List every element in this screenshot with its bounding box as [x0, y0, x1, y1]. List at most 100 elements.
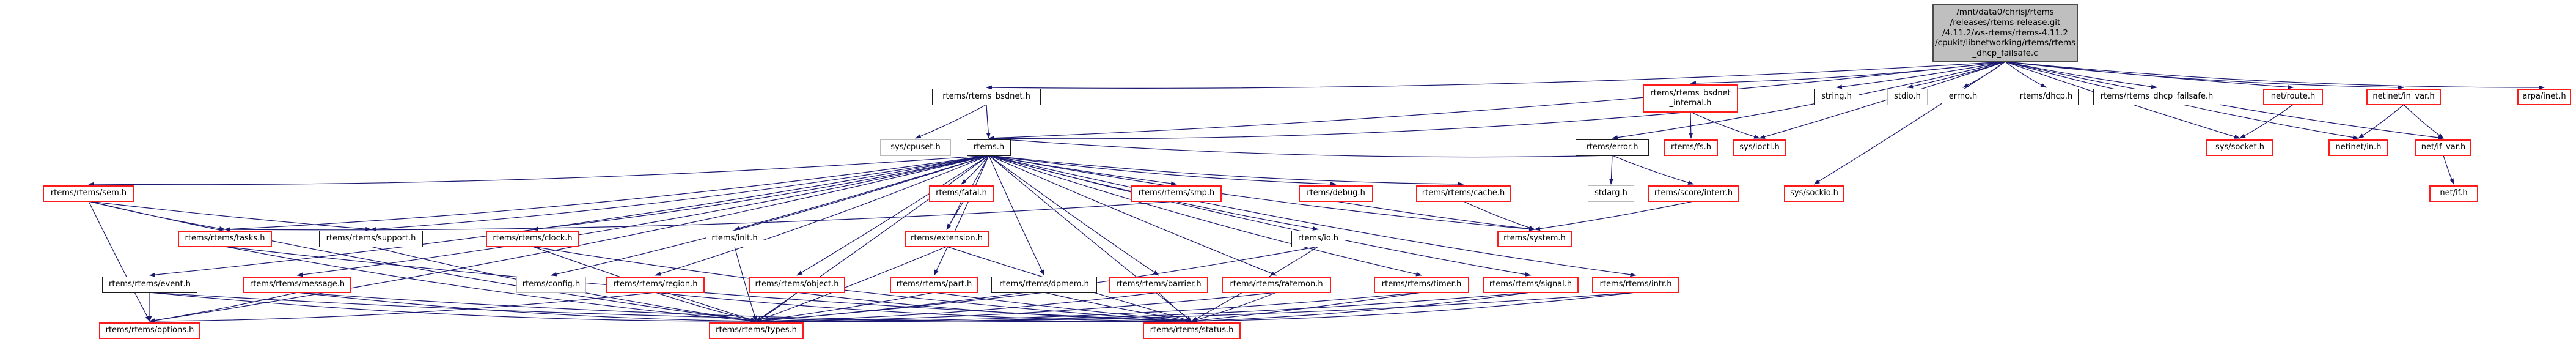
include-edge-clock-status: [532, 246, 1192, 323]
graph-node-fatal[interactable]: rtems/fatal.h: [929, 185, 994, 202]
include-edge-sem-types: [88, 201, 757, 323]
graph-node-support[interactable]: rtems/rtems/support.h: [319, 231, 423, 247]
graph-node-system[interactable]: rtems/system.h: [1497, 231, 1572, 247]
include-edge-main-rtems_h: [988, 61, 2006, 141]
graph-node-message[interactable]: rtems/rtems/message.h: [243, 277, 351, 293]
include-edge-error-interr: [1612, 155, 1694, 185]
graph-node-cpuset: sys/cpuset.h: [880, 139, 951, 156]
graph-node-inet[interactable]: arpa/inet.h: [2517, 89, 2571, 105]
include-edge-main-error: [1612, 61, 2006, 140]
graph-node-ratemon[interactable]: rtems/rtems/ratemon.h: [1222, 277, 1331, 293]
graph-node-in_var[interactable]: netinet/in_var.h: [2366, 89, 2441, 105]
graph-node-failsafe[interactable]: rtems/rtems_dhcp_failsafe.h: [2093, 89, 2220, 105]
graph-node-tasks[interactable]: rtems/rtems/tasks.h: [178, 231, 272, 247]
graph-node-types[interactable]: rtems/rtems/types.h: [709, 322, 804, 339]
graph-node-object[interactable]: rtems/rtems/object.h: [749, 277, 845, 293]
include-edge-region-status: [655, 292, 1192, 324]
include-edge-init-types: [734, 246, 757, 322]
graph-node-signal[interactable]: rtems/rtems/signal.h: [1483, 277, 1579, 293]
include-edge-if_var-if_h: [2443, 155, 2454, 185]
graph-node-socket[interactable]: sys/socket.h: [2206, 139, 2273, 156]
graph-node-dhcp[interactable]: rtems/dhcp.h: [2014, 89, 2079, 105]
graph-node-smp[interactable]: rtems/rtems/smp.h: [1131, 185, 1222, 202]
include-edge-internal-rtems_h: [988, 111, 1691, 141]
include-edge-bsdnet-rtems_h: [986, 104, 991, 139]
include-edge-part-types: [755, 292, 934, 323]
graph-node-in_h[interactable]: netinet/in.h: [2328, 139, 2388, 156]
include-edge-main-sockio: [1813, 61, 2006, 185]
include-edge-main-failsafe: [2005, 61, 2157, 89]
graph-node-bsdnet[interactable]: rtems/rtems_bsdnet.h: [932, 89, 1041, 105]
graph-node-debug[interactable]: rtems/debug.h: [1299, 185, 1373, 202]
include-edge-in_var-if_var: [2403, 104, 2444, 139]
graph-node-barrier[interactable]: rtems/rtems/barrier.h: [1109, 277, 1208, 293]
include-edge-ratemon-status: [1191, 292, 1277, 322]
graph-node-clock[interactable]: rtems/rtems/clock.h: [486, 231, 579, 247]
include-edge-rtems_h-options: [149, 155, 989, 323]
include-edge-rtems_h-tasks: [224, 155, 989, 232]
graph-node-part[interactable]: rtems/rtems/part.h: [890, 277, 978, 293]
include-edge-tasks-status: [224, 246, 1192, 324]
include-edge-region-options: [149, 292, 656, 324]
include-edge-main-dhcp: [2005, 61, 2047, 88]
include-edge-sem-tasks: [88, 201, 226, 231]
include-edge-extension-types: [755, 246, 947, 322]
graph-node-dpmem[interactable]: rtems/rtems/dpmem.h: [991, 277, 1097, 293]
include-edge-region-types: [655, 292, 757, 322]
graph-node-extension[interactable]: rtems/extension.h: [905, 231, 989, 247]
include-edge-rtems_h-config: [551, 155, 989, 277]
include-edge-message-status: [297, 292, 1192, 324]
include-edge-rtems_h-part: [933, 155, 989, 276]
graph-node-fs[interactable]: rtems/fs.h: [1664, 139, 1718, 156]
include-edge-sem-options: [88, 201, 150, 322]
graph-node-internal[interactable]: rtems/rtems_bsdnet _internal.h: [1643, 84, 1738, 113]
graph-node-io[interactable]: rtems/io.h: [1291, 231, 1345, 247]
include-edge-interr-system: [1534, 201, 1694, 231]
include-edge-cache-system: [1463, 201, 1535, 230]
graph-node-intr[interactable]: rtems/rtems/intr.h: [1592, 277, 1679, 293]
graph-node-stdio: stdio.h: [1887, 89, 1928, 105]
include-edge-rtems_h-intr: [988, 155, 1637, 277]
graph-node-options[interactable]: rtems/rtems/options.h: [99, 322, 200, 339]
include-edge-message-types: [297, 292, 757, 324]
include-edge-rtems_h-clock: [532, 155, 989, 231]
include-edge-intr-status: [1191, 292, 1636, 324]
include-edge-fatal-extension: [946, 201, 962, 230]
graph-node-route[interactable]: net/route.h: [2263, 89, 2323, 105]
graph-node-error[interactable]: rtems/error.h: [1576, 139, 1649, 156]
include-edge-main-internal: [1690, 61, 2006, 86]
graph-node-init[interactable]: rtems/init.h: [706, 231, 763, 247]
include-edge-event-types: [149, 292, 757, 324]
graph-node-status[interactable]: rtems/rtems/status.h: [1143, 322, 1241, 339]
graph-node-event[interactable]: rtems/rtems/event.h: [102, 277, 197, 293]
graph-node-interr[interactable]: rtems/score/interr.h: [1648, 185, 1739, 202]
graph-node-sem[interactable]: rtems/rtems/sem.h: [43, 185, 134, 202]
include-edge-main-bsdnet: [986, 61, 2006, 90]
include-edge-dpmem-types: [755, 292, 1044, 323]
include-edge-rtems_h-message: [296, 155, 989, 277]
include-edge-signal-status: [1191, 292, 1531, 324]
include-edge-rtems_h-timer: [988, 155, 1422, 277]
graph-node-if_var[interactable]: net/if_var.h: [2415, 139, 2471, 156]
graph-node-rtems_h[interactable]: rtems.h: [967, 139, 1011, 156]
graph-node-stdarg: stdarg.h: [1588, 185, 1634, 202]
graph-node-string[interactable]: string.h: [1814, 89, 1859, 105]
graph-node-timer[interactable]: rtems/rtems/timer.h: [1374, 277, 1469, 293]
include-edge-barrier-status: [1158, 292, 1192, 322]
include-edge-rtems_h-fatal: [961, 155, 989, 185]
include-edge-error-rtems_h: [988, 136, 1613, 158]
include-edge-barrier-types: [755, 292, 1159, 324]
graph-node-errno[interactable]: errno.h: [1942, 89, 1984, 105]
include-edge-main-string: [1836, 61, 2006, 89]
graph-node-if_h[interactable]: net/if.h: [2429, 185, 2478, 202]
graph-node-config: rtems/config.h: [516, 277, 586, 293]
include-edge-rtems_h-object: [796, 155, 989, 276]
include-edge-rtems_h-barrier: [988, 155, 1159, 276]
graph-node-cache[interactable]: rtems/rtems/cache.h: [1416, 185, 1511, 202]
include-edge-rtems_h-event: [149, 155, 989, 277]
graph-node-sockio[interactable]: sys/sockio.h: [1784, 185, 1844, 202]
graph-node-ioctl[interactable]: sys/ioctl.h: [1733, 139, 1786, 156]
graph-node-region[interactable]: rtems/rtems/region.h: [606, 277, 705, 293]
include-edge-main-ioctl: [1759, 61, 2006, 139]
